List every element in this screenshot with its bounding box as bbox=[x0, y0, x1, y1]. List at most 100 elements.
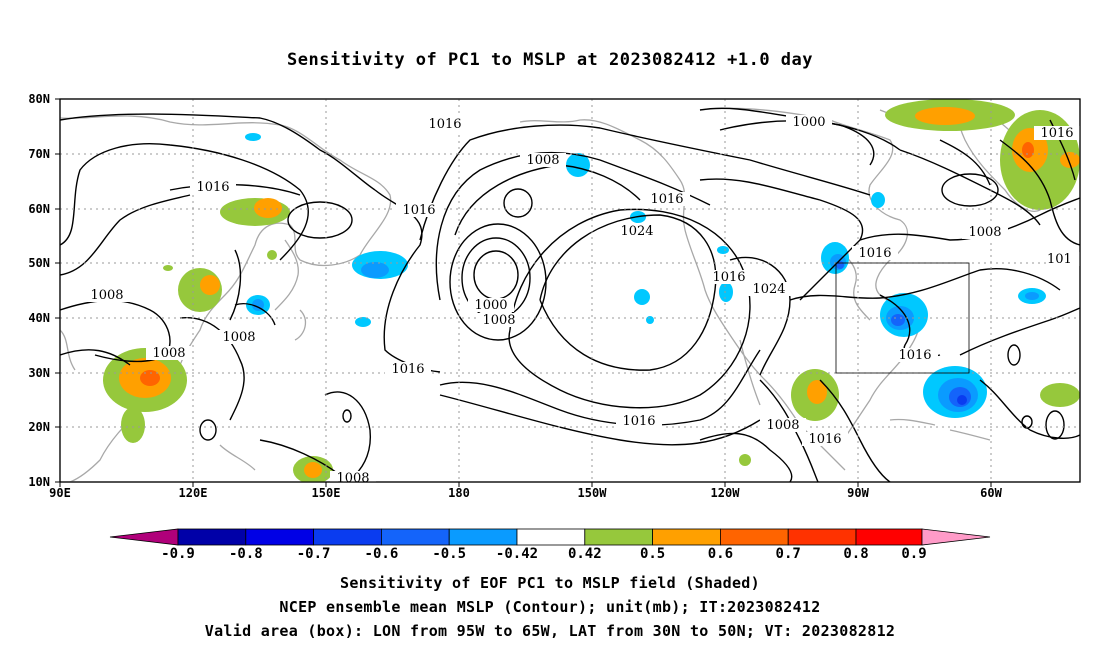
contour-label: 101 bbox=[1046, 252, 1080, 267]
contour-label: 1008 bbox=[760, 418, 806, 433]
mslp-contours bbox=[60, 107, 1080, 482]
map-title: Sensitivity of PC1 to MSLP at 2023082412… bbox=[286, 50, 813, 70]
contour-label: 1000 bbox=[468, 298, 514, 313]
svg-text:1016: 1016 bbox=[622, 414, 655, 429]
svg-text:1016: 1016 bbox=[650, 192, 683, 207]
svg-text:1016: 1016 bbox=[858, 246, 891, 261]
svg-text:1008: 1008 bbox=[526, 153, 559, 168]
contour-label: 1008 bbox=[962, 225, 1008, 240]
svg-text:1016: 1016 bbox=[402, 203, 435, 218]
lat-label: 40N bbox=[28, 311, 50, 325]
contour-label: 1024 bbox=[746, 282, 792, 297]
lat-label: 20N bbox=[28, 420, 50, 434]
lon-label: 120E bbox=[179, 486, 208, 500]
lon-label: 180 bbox=[448, 486, 470, 500]
svg-text:1016: 1016 bbox=[808, 432, 841, 447]
lat-label: 50N bbox=[28, 256, 50, 270]
contour-label: 1016 bbox=[190, 180, 236, 195]
colorbar-high-triangle bbox=[921, 528, 991, 546]
caption-line-2: NCEP ensemble mean MSLP (Contour); unit(… bbox=[279, 598, 821, 616]
colorbar-label: 0.5 bbox=[640, 546, 665, 562]
colorbar-label: 0.6 bbox=[708, 546, 733, 562]
lon-label: 150E bbox=[312, 486, 341, 500]
colorbar-segment bbox=[380, 528, 450, 546]
lat-label: 10N bbox=[28, 475, 50, 489]
colorbar-segment bbox=[584, 528, 653, 546]
contour-labels: 1016 1016 1016 1016 1016 1016 1016 1016 … bbox=[84, 115, 1080, 486]
svg-text:1016: 1016 bbox=[196, 180, 229, 195]
colorbar-label: -0.9 bbox=[161, 546, 195, 562]
shaded-sensitivity bbox=[103, 99, 1080, 482]
svg-text:1008: 1008 bbox=[222, 330, 255, 345]
colorbar-segment bbox=[245, 528, 315, 546]
longitude-labels: 90E 120E 150E 180 150W 120W 90W 60W bbox=[49, 486, 1002, 500]
colorbar-segment bbox=[787, 528, 857, 546]
svg-text:1008: 1008 bbox=[766, 418, 799, 433]
colorbar bbox=[109, 528, 991, 546]
svg-text:1024: 1024 bbox=[620, 224, 653, 239]
contour-label: 1016 bbox=[706, 270, 752, 285]
colorbar-low-triangle bbox=[109, 528, 179, 546]
svg-text:1008: 1008 bbox=[968, 225, 1001, 240]
contour-label: 1008 bbox=[476, 313, 522, 328]
colorbar-label: 0.9 bbox=[901, 546, 926, 562]
caption-line-1: Sensitivity of EOF PC1 to MSLP field (Sh… bbox=[340, 574, 760, 592]
contour-label: 1016 bbox=[616, 414, 662, 429]
lon-label: 90W bbox=[847, 486, 869, 500]
contour-label: 1008 bbox=[520, 153, 566, 168]
svg-text:1000: 1000 bbox=[792, 115, 825, 130]
colorbar-label: -0.8 bbox=[229, 546, 263, 562]
valid-area-box bbox=[835, 262, 970, 374]
contour-label: 1016 bbox=[396, 203, 442, 218]
grid-lines bbox=[60, 99, 1080, 482]
svg-text:101: 101 bbox=[1047, 252, 1072, 267]
colorbar-label: -0.7 bbox=[297, 546, 331, 562]
contour-label: 1016 bbox=[644, 192, 690, 207]
svg-text:1016: 1016 bbox=[1040, 126, 1073, 141]
lat-label: 30N bbox=[28, 366, 50, 380]
lat-label: 80N bbox=[28, 92, 50, 106]
lat-label: 70N bbox=[28, 147, 50, 161]
colorbar-segment bbox=[855, 528, 923, 546]
colorbar-label: 0.7 bbox=[776, 546, 801, 562]
svg-text:1008: 1008 bbox=[152, 346, 185, 361]
contour-label: 1016 bbox=[852, 246, 898, 261]
svg-text:1024: 1024 bbox=[752, 282, 785, 297]
colorbar-label: -0.42 bbox=[496, 546, 538, 562]
lon-label: 90E bbox=[49, 486, 71, 500]
colorbar-segment bbox=[448, 528, 518, 546]
contour-label: 1008 bbox=[84, 288, 130, 303]
lon-label: 120W bbox=[711, 486, 741, 500]
svg-text:1016: 1016 bbox=[428, 117, 461, 132]
svg-text:1008: 1008 bbox=[90, 288, 123, 303]
lon-label: 60W bbox=[980, 486, 1002, 500]
contour-label: 1024 bbox=[614, 224, 660, 239]
colorbar-segment bbox=[313, 528, 382, 546]
contour-label: 1016 bbox=[422, 117, 468, 132]
svg-text:1000: 1000 bbox=[474, 298, 507, 313]
colorbar-segment bbox=[177, 528, 247, 546]
contour-label: 1016 bbox=[385, 362, 431, 377]
colorbar-label: -0.6 bbox=[365, 546, 399, 562]
colorbar-label: 0.8 bbox=[843, 546, 868, 562]
colorbar-labels: -0.9 -0.8 -0.7 -0.6 -0.5 -0.42 0.42 0.5 … bbox=[161, 546, 927, 562]
contour-label: 1016 bbox=[892, 348, 938, 363]
contour-label: 1000 bbox=[786, 115, 832, 130]
svg-text:1016: 1016 bbox=[712, 270, 745, 285]
colorbar-segment bbox=[516, 528, 586, 546]
caption-line-3: Valid area (box): LON from 95W to 65W, L… bbox=[204, 622, 896, 640]
colorbar-segment bbox=[652, 528, 721, 546]
lon-label: 150W bbox=[578, 486, 608, 500]
svg-text:1016: 1016 bbox=[898, 348, 931, 363]
contour-label: 1008 bbox=[330, 471, 376, 486]
colorbar-label: -0.5 bbox=[432, 546, 466, 562]
svg-text:1008: 1008 bbox=[336, 471, 369, 486]
contour-label: 1008 bbox=[146, 346, 192, 361]
contour-label: 1008 bbox=[216, 330, 262, 345]
lat-label: 60N bbox=[28, 202, 50, 216]
contour-label: 1016 bbox=[1034, 126, 1080, 141]
svg-text:1016: 1016 bbox=[391, 362, 424, 377]
colorbar-label: 0.42 bbox=[568, 546, 602, 562]
contour-label: 1016 bbox=[802, 432, 848, 447]
